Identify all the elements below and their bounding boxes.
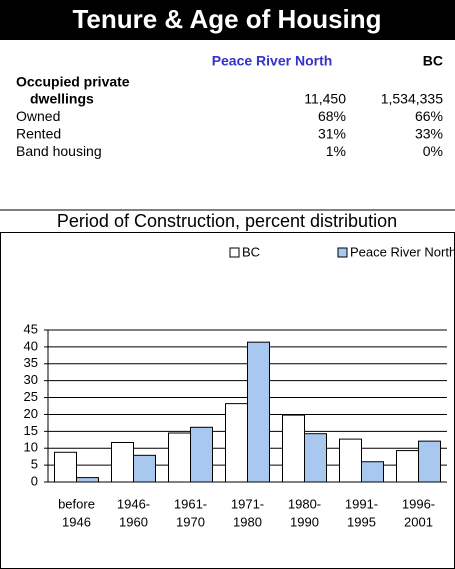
legend-label: BC (242, 244, 260, 259)
legend-label: Peace River North (350, 244, 455, 259)
bar (168, 432, 191, 483)
cell-value: 66% (415, 108, 443, 124)
cell-value: 11,450 (304, 91, 346, 107)
y-tick-label: 15 (24, 423, 38, 438)
x-tick-label: 1946- (117, 496, 150, 511)
y-tick-label: 20 (24, 406, 38, 421)
bar (282, 414, 305, 483)
cell-value: 68% (318, 108, 346, 124)
y-tick-label: 40 (24, 338, 38, 353)
cell-value: 0% (423, 143, 443, 159)
cell-value: 1,534,335 (381, 91, 443, 107)
x-tick-label: 1990 (290, 514, 319, 529)
cell-value: 1% (326, 143, 346, 159)
bar (361, 461, 384, 483)
bar (304, 433, 327, 483)
row-label: Occupied private (16, 74, 130, 90)
bar (418, 440, 441, 483)
y-tick-label: 30 (24, 372, 38, 387)
x-tick-label: 1996- (402, 496, 435, 511)
chart-title: Period of Construction, percent distribu… (57, 211, 397, 231)
x-tick-label: 1980 (233, 514, 262, 529)
y-tick-label: 0 (31, 473, 38, 488)
page-title: Tenure & Age of Housing (72, 4, 381, 34)
cell-value: 31% (318, 126, 346, 142)
y-tick-label: 5 (31, 457, 38, 472)
y-tick-label: 45 (24, 321, 38, 336)
bar (247, 341, 270, 483)
y-tick-label: 25 (24, 389, 38, 404)
x-tick-label: 1980- (288, 496, 321, 511)
y-tick-label: 10 (24, 440, 38, 455)
title-bar (0, 0, 455, 40)
legend-swatch (229, 247, 240, 258)
column-header: BC (423, 53, 443, 69)
x-tick-label: 1970 (176, 514, 205, 529)
x-tick-label: before (58, 496, 95, 511)
bar (339, 438, 362, 483)
row-label: Rented (16, 126, 61, 142)
cell-value: 33% (415, 126, 443, 142)
y-tick-label: 35 (24, 355, 38, 370)
row-label: Owned (16, 108, 60, 124)
bar (76, 477, 99, 483)
legend-swatch (337, 247, 348, 258)
x-tick-label: 1961- (174, 496, 207, 511)
x-tick-label: 1946 (62, 514, 91, 529)
row-label: dwellings (30, 91, 94, 107)
row-label: Band housing (16, 143, 102, 159)
x-tick-label: 1960 (119, 514, 148, 529)
column-header: Peace River North (212, 53, 333, 69)
bar (111, 441, 134, 483)
x-tick-label: 1971- (231, 496, 264, 511)
bar (396, 450, 419, 483)
bar (225, 403, 248, 483)
x-tick-label: 1991- (345, 496, 378, 511)
bar (133, 454, 156, 483)
x-tick-label: 2001 (404, 514, 433, 529)
bar (190, 426, 213, 483)
x-tick-label: 1995 (347, 514, 376, 529)
bar (54, 451, 77, 483)
